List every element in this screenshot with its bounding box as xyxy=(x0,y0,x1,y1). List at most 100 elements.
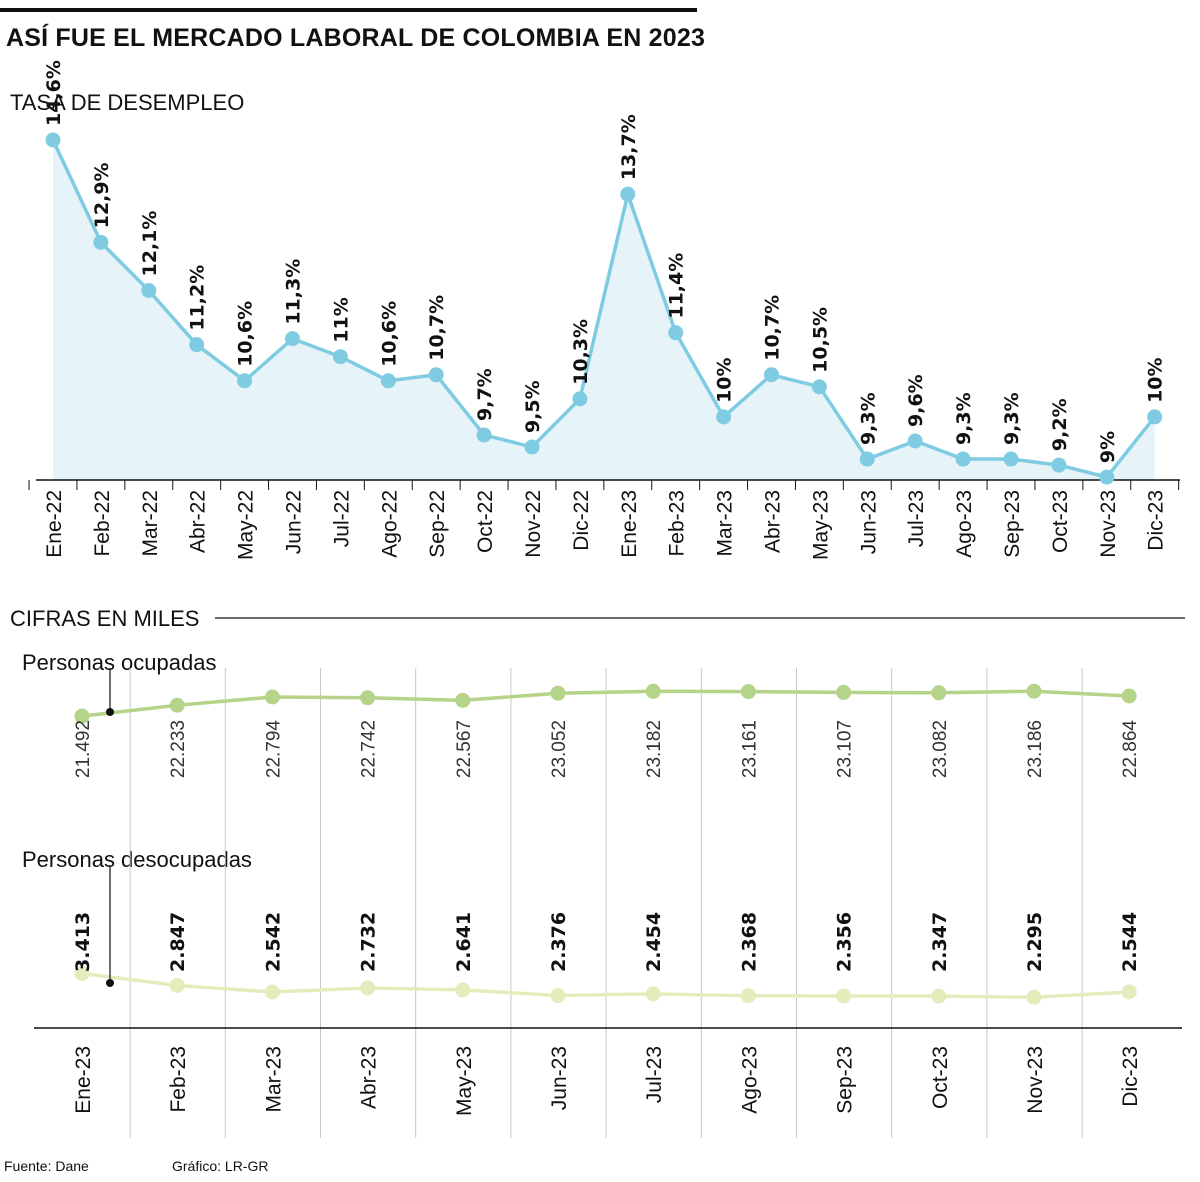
unemployment-data-label: 9,6% xyxy=(905,374,927,427)
unemployment-point xyxy=(907,433,923,449)
unemployment-tick-label: Feb-23 xyxy=(666,490,689,557)
unemployment-data-label: 14,6% xyxy=(43,60,65,126)
unemployment-point xyxy=(811,379,827,395)
unemployment-data-label: 11% xyxy=(330,297,352,342)
unemployed-data-label: 2.641 xyxy=(453,912,475,972)
unemployment-point xyxy=(524,439,540,455)
unemployment-data-label: 9,7% xyxy=(474,368,496,421)
unemployment-tick-label: Mar-23 xyxy=(714,490,737,557)
employed-data-label: 23.052 xyxy=(549,720,570,778)
unemployment-point xyxy=(45,132,61,148)
employed-data-label: 23.082 xyxy=(930,720,951,778)
employed-point xyxy=(455,692,471,708)
graphic-credit: Gráfico: LR-GR xyxy=(172,1158,269,1174)
unemployment-data-label: 9,5% xyxy=(522,380,544,433)
employed-data-label: 23.186 xyxy=(1025,720,1046,778)
employed-point xyxy=(1026,683,1042,699)
unemployed-series-title: Personas desocupadas xyxy=(22,847,252,872)
unemployment-tick-label: Sep-23 xyxy=(1001,490,1024,558)
unemployment-tick-label: Oct-23 xyxy=(1049,490,1072,553)
unemployment-point xyxy=(1051,457,1067,473)
thousands-title: CIFRAS EN MILES xyxy=(10,606,199,631)
employed-data-label: 22.233 xyxy=(168,720,189,778)
unemployment-tick-label: Nov-23 xyxy=(1097,490,1120,558)
unemployment-data-label: 11,4% xyxy=(666,253,688,319)
employed-line xyxy=(81,689,1130,718)
employed-leader-dot xyxy=(106,708,114,716)
unemployment-tick-label: Dic-22 xyxy=(570,490,593,551)
unemployment-data-label: 10,7% xyxy=(762,295,784,361)
chart-title: ASÍ FUE EL MERCADO LABORAL DE COLOMBIA E… xyxy=(6,24,706,52)
employed-point xyxy=(264,689,280,705)
thousands-tick-label: Jul-23 xyxy=(643,1046,666,1103)
thousands-tick-label: Sep-23 xyxy=(834,1046,857,1114)
employed-point xyxy=(931,685,947,701)
unemployment-data-label: 9,3% xyxy=(1001,392,1023,445)
unemployment-tick-label: Ago-22 xyxy=(378,490,401,558)
thousands-tick-label: Abr-23 xyxy=(358,1046,381,1109)
unemployment-tick-label: Ene-22 xyxy=(43,490,66,558)
unemployment-data-label: 11,2% xyxy=(187,265,209,331)
unemployment-point xyxy=(476,427,492,443)
unemployment-data-label: 9,3% xyxy=(857,392,879,445)
unemployment-tick-label: Sep-22 xyxy=(426,490,449,558)
unemployed-data-label: 2.454 xyxy=(643,912,665,972)
unemployed-point xyxy=(74,965,90,981)
unemployed-point xyxy=(550,988,566,1004)
unemployed-point xyxy=(1026,989,1042,1005)
employed-data-label: 22.567 xyxy=(454,720,475,778)
unemployment-tick-label: Oct-22 xyxy=(474,490,497,553)
thousands-tick-label: Ago-23 xyxy=(738,1046,761,1114)
thousands-chart: 21.492 22.233 22.794 22.742 22.567 23.052 23.1… xyxy=(34,668,1182,1138)
employed-series-title: Personas ocupadas xyxy=(22,650,216,675)
unemployed-point xyxy=(360,980,376,996)
unemployment-tick-label: Ago-23 xyxy=(953,490,976,558)
thousands-tick-label: Mar-23 xyxy=(262,1046,285,1113)
unemployment-point xyxy=(1003,451,1019,467)
employed-point xyxy=(74,708,90,724)
unemployment-tick-label: Jul-23 xyxy=(905,490,928,547)
unemployment-tick-label: Jun-22 xyxy=(283,490,306,554)
unemployment-point xyxy=(668,325,684,341)
unemployment-point xyxy=(189,337,205,353)
unemployment-tick-label: May-23 xyxy=(809,490,832,560)
employed-data-label: 22.794 xyxy=(263,720,284,779)
unemployment-tick-label: May-22 xyxy=(235,490,258,560)
unemployment-point xyxy=(380,373,396,389)
unemployment-data-label: 9,2% xyxy=(1049,398,1071,451)
unemployed-data-label: 2.847 xyxy=(167,912,189,972)
unemployed-leader-dot xyxy=(106,979,114,987)
unemployment-point xyxy=(859,451,875,467)
unemployed-point xyxy=(264,984,280,1000)
title-rule xyxy=(0,8,697,12)
thousands-tick-label: Dic-23 xyxy=(1119,1046,1142,1107)
unemployment-data-label: 10,6% xyxy=(378,301,400,367)
unemployed-point xyxy=(169,978,185,994)
employed-point xyxy=(169,697,185,713)
employed-point xyxy=(645,683,661,699)
unemployment-point xyxy=(1099,469,1115,485)
unemployment-tick-label: Abr-22 xyxy=(187,490,210,553)
employed-data-label: 22.742 xyxy=(359,720,380,778)
unemployed-data-label: 2.732 xyxy=(358,912,380,972)
unemployment-data-label: 10,3% xyxy=(570,319,592,385)
unemployment-point xyxy=(716,409,732,425)
unemployment-point xyxy=(285,331,300,347)
unemployment-point xyxy=(1147,409,1163,425)
unemployment-data-label: 9,3% xyxy=(953,392,975,445)
unemployment-data-label: 12,9% xyxy=(91,162,113,228)
unemployed-point xyxy=(836,988,852,1004)
unemployment-tick-label: Jun-23 xyxy=(857,490,880,554)
labor-market-chart: TASA DE DESEMPLEO 14,6% Ene-22 12,9% Feb-22… xyxy=(10,60,1185,1138)
thousands-tick-label: Ene-23 xyxy=(72,1046,95,1114)
unemployment-point xyxy=(955,451,971,467)
employed-point xyxy=(550,685,566,701)
unemployed-data-label: 3.413 xyxy=(72,912,94,972)
employed-point xyxy=(836,684,852,700)
unemployment-point xyxy=(572,391,588,407)
unemployed-data-label: 2.356 xyxy=(834,912,856,972)
unemployment-title: TASA DE DESEMPLEO xyxy=(10,90,244,115)
unemployment-line xyxy=(51,139,1157,479)
thousands-tick-label: Oct-23 xyxy=(929,1046,952,1109)
unemployment-data-label: 11,3% xyxy=(283,259,305,325)
